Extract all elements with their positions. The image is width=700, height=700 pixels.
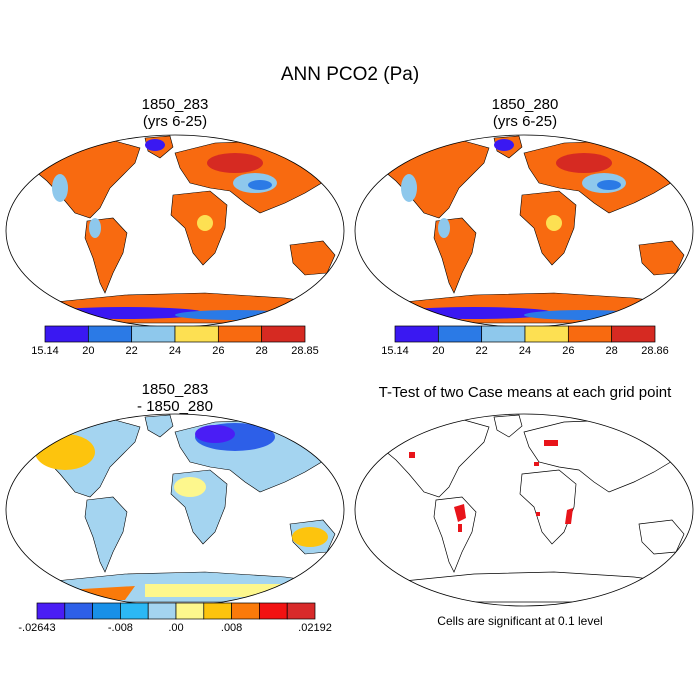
australia — [289, 240, 336, 276]
significance-note: Cells are significant at 0.1 level — [437, 614, 603, 628]
colorbar-label: 20 — [82, 345, 95, 357]
colorbar-panel-1 — [44, 325, 306, 343]
colorbar-panel-3 — [36, 602, 316, 620]
colorbar-label: 26 — [562, 345, 575, 357]
panel-3-title: 1850_283 - 1850_280 — [137, 381, 213, 415]
map-panel-1 — [5, 134, 345, 328]
colorbar-swatch — [147, 602, 177, 620]
colorbar-swatch — [175, 602, 205, 620]
colorbar-swatch — [611, 325, 656, 343]
field-patch — [89, 218, 101, 238]
colorbar-swatch — [261, 325, 306, 343]
field-patch — [145, 139, 165, 151]
colorbar-label: -.02643 — [18, 622, 56, 634]
colorbar-swatch — [44, 325, 89, 343]
colorbar-label: -.008 — [107, 622, 133, 634]
field-patch — [197, 215, 213, 231]
colorbar-swatch — [203, 602, 232, 620]
field-patch — [248, 180, 272, 190]
panel-1-title: 1850_283 (yrs 6-25) — [141, 96, 209, 130]
map-panel-2 — [354, 134, 694, 328]
colorbar-label: 24 — [518, 345, 532, 357]
colorbar-label: 28 — [255, 345, 268, 357]
colorbar-label: 20 — [432, 345, 445, 357]
colorbar-label: .00 — [168, 622, 184, 634]
colorbar-swatch — [524, 325, 569, 343]
colorbar-label: 22 — [475, 345, 488, 357]
field-patch — [438, 218, 450, 238]
colorbar-label: 26 — [212, 345, 225, 357]
map-panel-4-ttest — [354, 413, 694, 607]
north-america — [24, 140, 141, 219]
field-patch — [546, 215, 562, 231]
colorbar-label: 15.14 — [31, 345, 59, 357]
field-patch — [175, 310, 295, 320]
colorbar-label: 15.14 — [381, 345, 409, 357]
panel-2-title: 1850_280 (yrs 6-25) — [491, 96, 559, 130]
colorbar-label: 28 — [605, 345, 618, 357]
colorbar-swatch — [87, 325, 133, 343]
field-patch — [524, 310, 644, 320]
colorbar-swatch — [64, 602, 93, 620]
colorbar-label: 28.86 — [641, 345, 669, 357]
colorbar-swatch — [120, 602, 149, 620]
colorbar-panel-2 — [394, 325, 656, 343]
panel-4-title: T-Test of two Case means at each grid po… — [378, 384, 672, 401]
field-patch — [494, 139, 514, 151]
colorbar-label: 22 — [125, 345, 138, 357]
colorbar-label: .02192 — [298, 622, 332, 634]
colorbar-swatch — [174, 325, 219, 343]
colorbar-swatch — [36, 602, 66, 620]
colorbar-swatch — [437, 325, 483, 343]
colorbar-swatch — [92, 602, 121, 620]
colorbar-swatch — [231, 602, 260, 620]
map-panel-3-difference — [5, 413, 345, 607]
colorbar-swatch — [286, 602, 316, 620]
field-patch — [401, 174, 417, 202]
colorbar-label: 24 — [168, 345, 182, 357]
colorbar-swatch — [481, 325, 526, 343]
colorbar-swatch — [131, 325, 176, 343]
colorbar-swatch — [394, 325, 439, 343]
colorbar-label: 28.85 — [291, 345, 319, 357]
figure-title: ANN PCO2 (Pa) — [280, 64, 420, 85]
field-patch — [52, 174, 68, 202]
colorbar-label: .008 — [220, 622, 243, 634]
significant-cells — [409, 440, 573, 532]
field-patch — [207, 153, 263, 173]
colorbar-swatch — [217, 325, 263, 343]
field-patch — [597, 180, 621, 190]
colorbar-swatch — [567, 325, 613, 343]
field-patch — [556, 153, 612, 173]
colorbar-swatch — [259, 602, 288, 620]
